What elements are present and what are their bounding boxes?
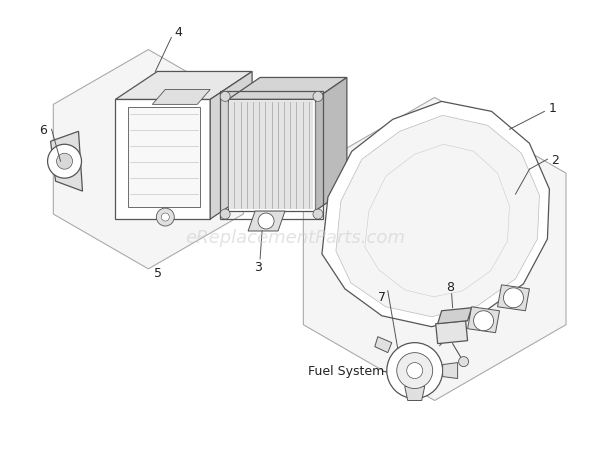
Polygon shape bbox=[53, 50, 244, 269]
Polygon shape bbox=[322, 102, 549, 327]
Polygon shape bbox=[210, 73, 252, 219]
Text: 6: 6 bbox=[39, 123, 47, 136]
Circle shape bbox=[161, 213, 169, 222]
Text: 7: 7 bbox=[378, 291, 386, 304]
Circle shape bbox=[458, 357, 468, 367]
Polygon shape bbox=[248, 212, 285, 231]
Circle shape bbox=[503, 288, 523, 308]
Polygon shape bbox=[315, 78, 347, 212]
Text: 8: 8 bbox=[445, 281, 454, 294]
Polygon shape bbox=[405, 386, 425, 401]
Text: 5: 5 bbox=[155, 267, 162, 280]
Text: 1: 1 bbox=[549, 101, 556, 115]
Polygon shape bbox=[116, 73, 252, 100]
Polygon shape bbox=[228, 100, 315, 212]
Polygon shape bbox=[497, 285, 529, 311]
Polygon shape bbox=[152, 90, 210, 105]
Circle shape bbox=[396, 353, 432, 389]
Circle shape bbox=[474, 311, 493, 331]
Circle shape bbox=[156, 208, 174, 226]
Polygon shape bbox=[51, 132, 83, 192]
Circle shape bbox=[313, 210, 323, 219]
Polygon shape bbox=[228, 78, 347, 100]
Polygon shape bbox=[336, 116, 539, 317]
Circle shape bbox=[48, 145, 81, 179]
Text: 3: 3 bbox=[254, 261, 262, 274]
Circle shape bbox=[220, 210, 230, 219]
Polygon shape bbox=[438, 308, 471, 324]
Circle shape bbox=[57, 154, 73, 170]
Polygon shape bbox=[303, 98, 566, 401]
Text: Fuel System: Fuel System bbox=[308, 364, 384, 377]
Polygon shape bbox=[116, 100, 210, 219]
Polygon shape bbox=[230, 102, 313, 210]
Circle shape bbox=[387, 343, 442, 398]
Text: 4: 4 bbox=[174, 26, 182, 39]
Circle shape bbox=[220, 92, 230, 102]
Circle shape bbox=[407, 363, 422, 379]
Polygon shape bbox=[435, 321, 468, 344]
Text: eReplacementParts.com: eReplacementParts.com bbox=[185, 229, 405, 246]
Circle shape bbox=[313, 92, 323, 102]
Circle shape bbox=[258, 213, 274, 230]
Polygon shape bbox=[129, 108, 200, 207]
Polygon shape bbox=[468, 307, 500, 333]
Text: 2: 2 bbox=[552, 153, 559, 166]
Polygon shape bbox=[442, 363, 458, 379]
Polygon shape bbox=[375, 337, 392, 353]
